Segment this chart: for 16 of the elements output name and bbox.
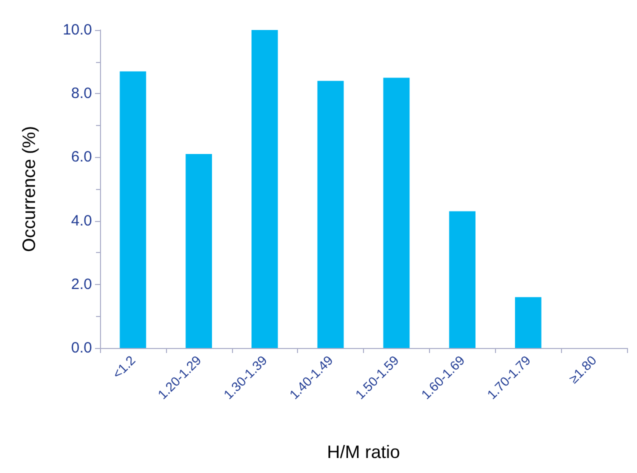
- bar: [120, 71, 146, 348]
- bar: [383, 78, 410, 348]
- y-tick-label: 4.0: [71, 212, 92, 230]
- y-tick-label: 10.0: [62, 22, 92, 38]
- x-tick-label: <1.2: [110, 352, 138, 382]
- x-axis-title: H/M ratio: [326, 442, 400, 462]
- bar: [515, 297, 542, 348]
- bar: [449, 211, 476, 348]
- y-tick-label: 6.0: [71, 148, 92, 166]
- bar: [317, 80, 344, 348]
- y-tick-label: 2.0: [71, 276, 92, 293]
- bar: [252, 30, 278, 348]
- y-tick-label: 0.0: [71, 340, 92, 356]
- y-tick-label: 8.0: [71, 85, 92, 102]
- bar: [186, 154, 212, 348]
- y-axis-title: Occurrence (%): [19, 126, 39, 252]
